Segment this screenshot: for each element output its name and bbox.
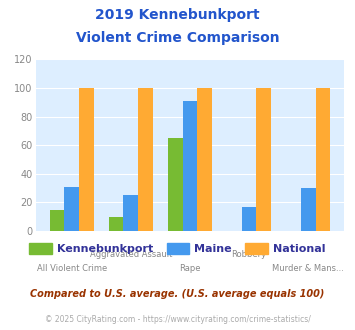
Text: © 2025 CityRating.com - https://www.cityrating.com/crime-statistics/: © 2025 CityRating.com - https://www.city… [45, 315, 310, 324]
Bar [242, 207, 256, 231]
Text: All Violent Crime: All Violent Crime [37, 264, 107, 273]
Bar [124, 195, 138, 231]
Text: Murder & Mans...: Murder & Mans... [272, 264, 344, 273]
Bar [79, 88, 94, 231]
Bar [109, 217, 124, 231]
Bar [197, 88, 212, 231]
Bar [182, 101, 197, 231]
Legend: Kennebunkport, Maine, National: Kennebunkport, Maine, National [25, 238, 330, 258]
Text: Compared to U.S. average. (U.S. average equals 100): Compared to U.S. average. (U.S. average … [30, 289, 325, 299]
Text: 2019 Kennebunkport: 2019 Kennebunkport [95, 8, 260, 22]
Bar [301, 188, 316, 231]
Text: Violent Crime Comparison: Violent Crime Comparison [76, 31, 279, 45]
Text: Aggravated Assault: Aggravated Assault [89, 250, 172, 259]
Bar [50, 210, 64, 231]
Text: Rape: Rape [179, 264, 201, 273]
Bar [168, 138, 182, 231]
Text: Robbery: Robbery [231, 250, 267, 259]
Bar [316, 88, 330, 231]
Bar [64, 187, 79, 231]
Bar [138, 88, 153, 231]
Bar [256, 88, 271, 231]
